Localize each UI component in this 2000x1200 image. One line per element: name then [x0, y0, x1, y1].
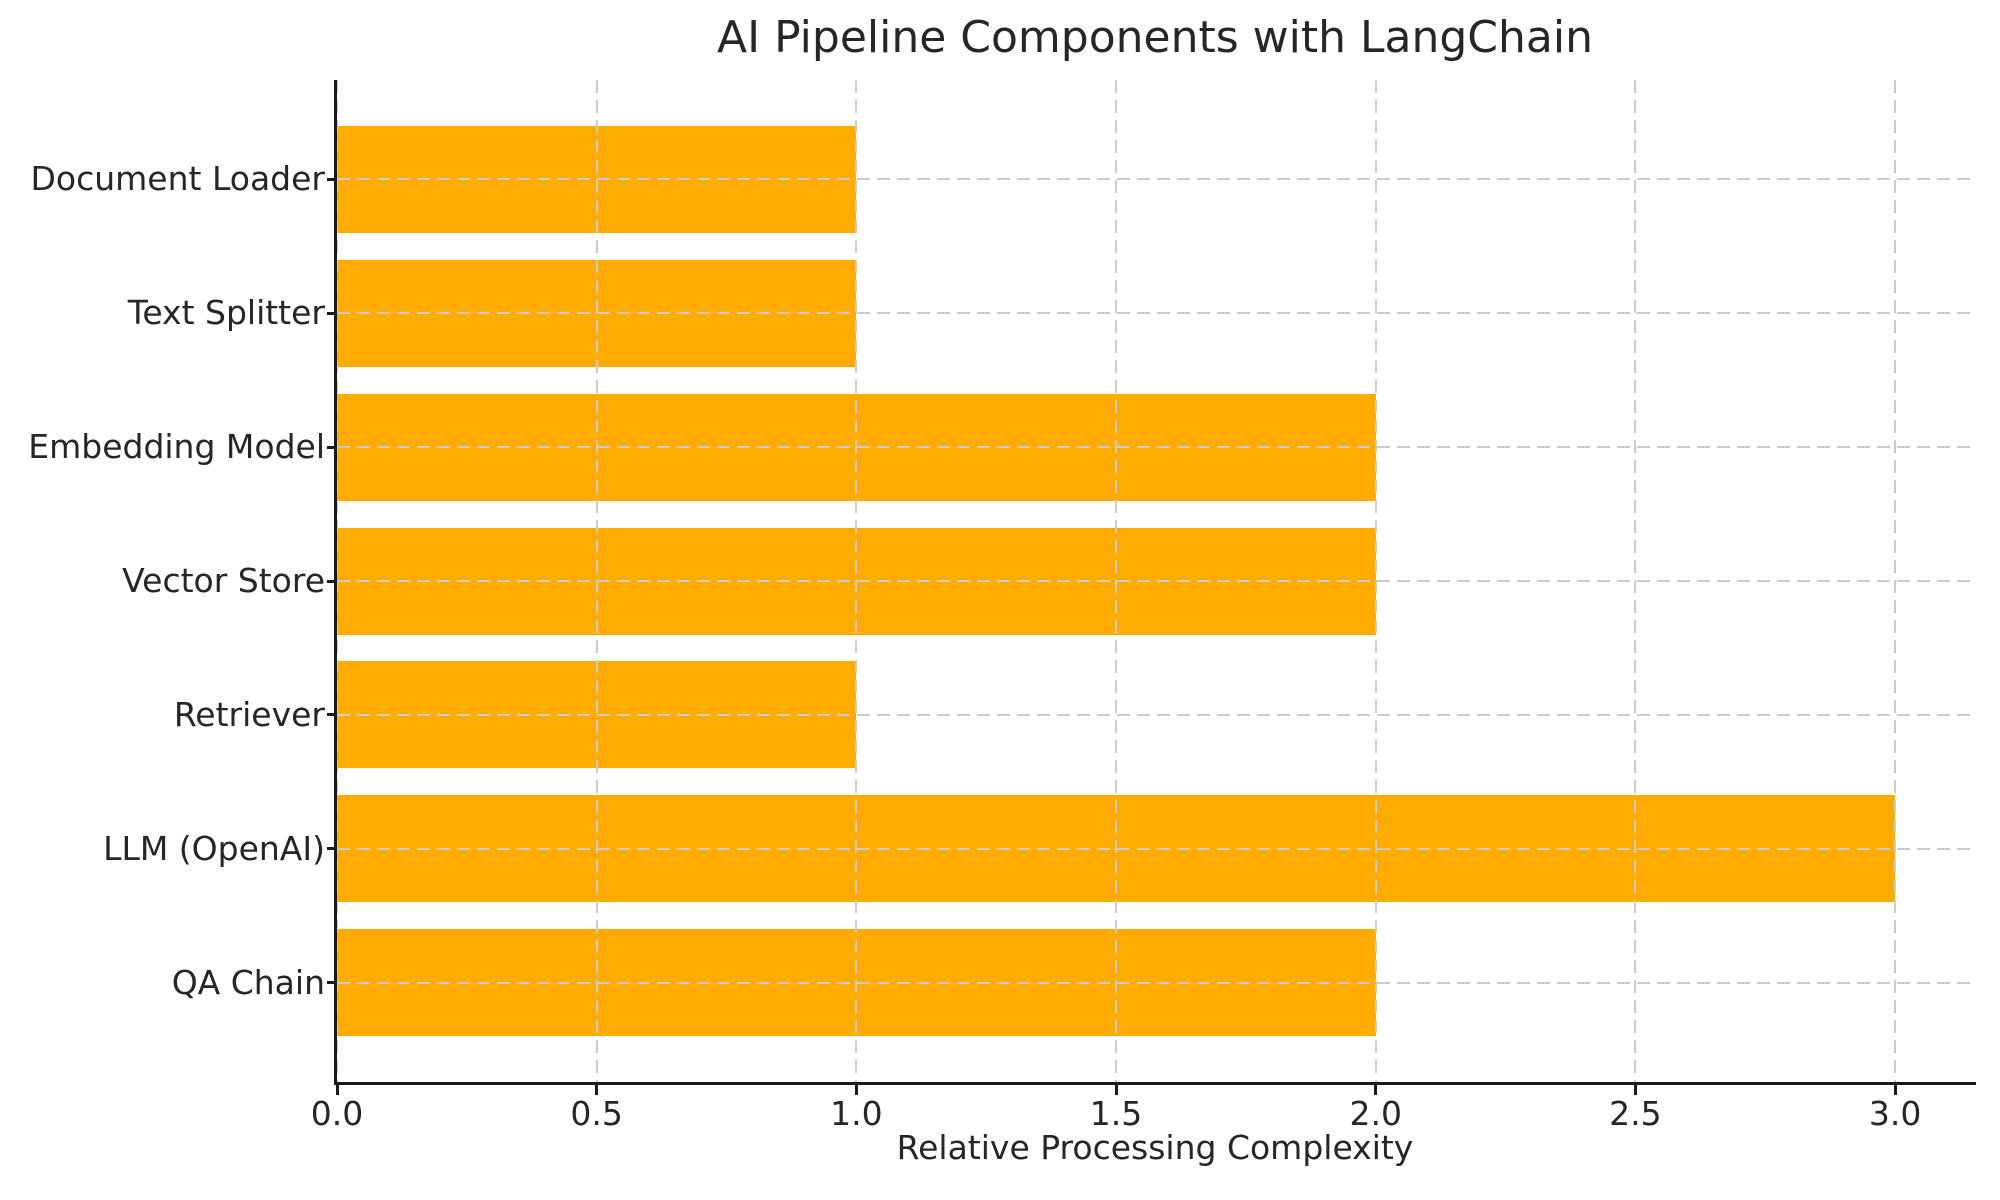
x-tick-label: 0.5 [570, 1094, 623, 1133]
v-gridline [336, 80, 338, 1082]
y-tick-mark [327, 311, 337, 315]
v-gridline [1894, 80, 1897, 1082]
chart-title: AI Pipeline Components with LangChain [717, 12, 1593, 63]
h-gridline [337, 446, 1973, 449]
v-gridline [1115, 80, 1118, 1082]
y-tick-mark [327, 177, 337, 181]
y-tick-mark [327, 445, 337, 449]
y-tick-label: Embedding Model [28, 427, 325, 467]
plot-area [336, 80, 1973, 1082]
x-tick-label: 1.0 [830, 1094, 883, 1133]
x-tick-mark [335, 1085, 339, 1095]
h-gridline [337, 847, 1973, 850]
y-tick-mark [327, 981, 337, 985]
x-tick-label: 2.0 [1349, 1094, 1402, 1133]
y-tick-label: Vector Store [122, 561, 325, 600]
h-gridline [337, 981, 1973, 984]
y-axis-spine [334, 80, 337, 1085]
x-tick-label: 1.5 [1089, 1094, 1143, 1133]
x-tick-mark [1374, 1085, 1378, 1095]
x-axis-title: Relative Processing Complexity [896, 1128, 1414, 1167]
x-axis-spine [334, 1082, 1976, 1085]
y-tick-label: QA Chain [171, 962, 325, 1002]
y-tick-mark [327, 847, 337, 851]
x-tick-label: 3.0 [1868, 1094, 1922, 1133]
y-tick-label: Retriever [173, 694, 325, 734]
y-tick-label: LLM (OpenAI) [103, 828, 325, 868]
x-tick-mark [1893, 1085, 1897, 1095]
y-tick-label: Text Splitter [127, 293, 325, 333]
y-tick-label: Document Loader [30, 159, 326, 199]
v-gridline [595, 80, 598, 1082]
h-gridline [337, 580, 1973, 582]
v-gridline [1374, 80, 1377, 1082]
x-tick-label: 0.0 [310, 1094, 364, 1133]
h-gridline [337, 178, 1973, 181]
y-tick-mark [327, 713, 337, 717]
y-tick-mark [327, 579, 337, 583]
x-tick-mark [854, 1085, 858, 1095]
x-tick-mark [1114, 1085, 1118, 1095]
h-gridline [337, 713, 1973, 716]
x-tick-mark [1633, 1085, 1637, 1095]
x-tick-mark [595, 1085, 599, 1095]
v-gridline [855, 80, 858, 1082]
h-gridline [337, 312, 1973, 315]
x-tick-label: 2.5 [1609, 1094, 1662, 1133]
v-gridline [1634, 80, 1637, 1082]
